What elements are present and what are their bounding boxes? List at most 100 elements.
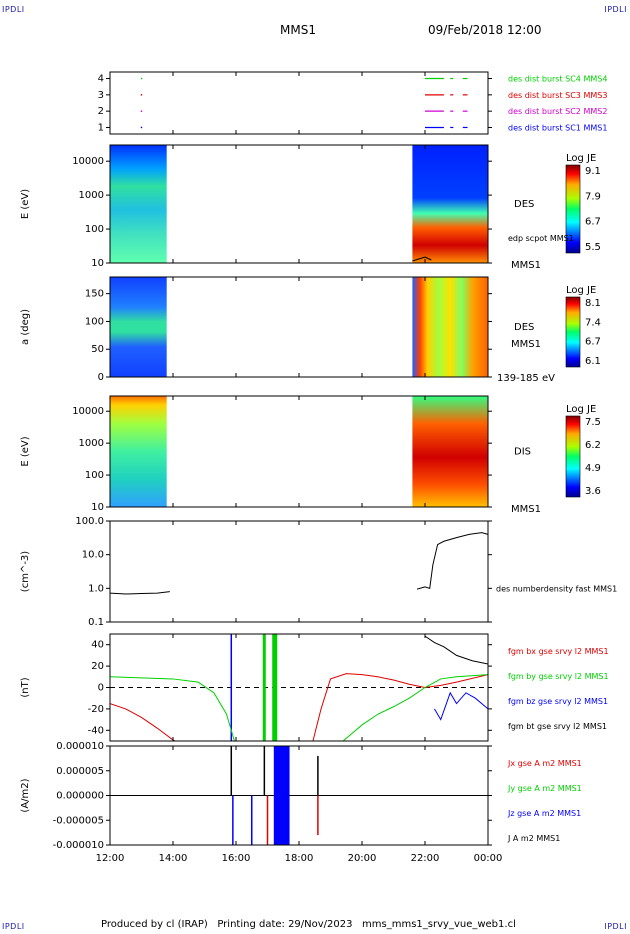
burst-dot-0 <box>140 126 143 129</box>
pitch-angle-energy-range: 139-185 eV <box>497 373 555 384</box>
dis-energy-heat-left <box>110 396 167 507</box>
density-ytick-label-3: 100.0 <box>75 516 104 527</box>
des-energy-colorbar-tick-1: 7.9 <box>585 191 601 202</box>
dis-energy-colorbar-title: Log JE <box>566 404 596 415</box>
corner-tag-top-left: IPDLI <box>2 5 25 14</box>
bfield-legend-0: fgm bx gse srvy l2 MMS1 <box>508 647 609 656</box>
current-density-ylabel: (A/m2) <box>20 778 31 812</box>
xaxis-tick-label-0: 12:00 <box>96 853 125 864</box>
magnetic-field-ytick-label-1: -20 <box>88 704 104 715</box>
des-pitch-angle-colorbar-tick-3: 6.1 <box>585 356 601 367</box>
current-burst-block <box>273 746 290 845</box>
data-spike-green-2 <box>272 634 278 741</box>
des-energy-colorbar-tick-3: 5.5 <box>585 242 601 253</box>
figure-title: MMS1 <box>280 23 316 37</box>
burst-legend-3: des dist burst SC4 MMS4 <box>508 75 607 84</box>
burst-dot-3 <box>140 77 143 80</box>
current-density-ytick-label-4: 0.000010 <box>56 741 104 752</box>
bfield-trace-1 <box>110 674 488 741</box>
des-pitch-angle-ytick-label-1: 50 <box>91 344 104 355</box>
des-energy-ytick-label-0: 10 <box>91 258 104 269</box>
dis-energy-ylabel: E (eV) <box>20 436 31 466</box>
current-density-ytick-label-2: 0.000000 <box>56 791 104 802</box>
corner-tag-top-right: IPDLI <box>604 5 627 14</box>
burst-dot-2 <box>140 94 143 96</box>
des-pitch-angle-ytick-label-3: 150 <box>85 289 104 300</box>
magnetic-field-ytick-label-0: -40 <box>88 725 104 736</box>
burst-panel-ytick-label-2: 3 <box>98 90 104 101</box>
corner-tag-bottom-right: IPDLI <box>604 922 627 931</box>
current-legend-0: Jx gse A m2 MMS1 <box>507 759 582 768</box>
des-pitch-angle-heat-left <box>110 277 167 377</box>
dis-energy-ytick-label-3: 10000 <box>72 406 104 417</box>
magnetic-field-ytick-label-3: 20 <box>91 661 104 672</box>
bfield-trace-0 <box>110 673 488 741</box>
burst-legend-0: des dist burst SC1 MMS1 <box>508 123 607 132</box>
density-ytick-label-0: 0.1 <box>88 617 104 628</box>
corner-tag-bottom-left: IPDLI <box>2 922 25 931</box>
density-trace-late <box>416 532 489 590</box>
des-energy-colorbar-tick-0: 9.1 <box>585 166 601 177</box>
bfield-trace-2 <box>434 691 488 721</box>
des-pitch-angle-ytick-label-2: 100 <box>85 316 104 327</box>
xaxis-tick-label-6: 00:00 <box>474 853 503 864</box>
xaxis-tick-label-5: 22:00 <box>411 853 440 864</box>
des-pitch-angle-heat-right <box>412 277 488 377</box>
xaxis-tick-label-2: 16:00 <box>222 853 251 864</box>
density-ytick-label-1: 1.0 <box>88 583 104 594</box>
des-energy-colorbar-tick-2: 6.7 <box>585 217 601 228</box>
des-pitch-angle-ylabel: a (deg) <box>20 309 31 345</box>
xaxis-tick-label-1: 14:00 <box>159 853 188 864</box>
burst-panel-ytick-label-1: 2 <box>98 106 104 117</box>
des-energy-instrument-label: DES <box>514 199 534 210</box>
xaxis-tick-label-4: 20:00 <box>348 853 377 864</box>
burst-dot-1 <box>140 110 143 112</box>
density-ytick-label-2: 10.0 <box>82 550 104 561</box>
des-pitch-angle-colorbar <box>565 296 581 368</box>
burst-panel-frame <box>109 71 489 135</box>
dis-energy-ytick-label-2: 1000 <box>79 438 104 449</box>
burst-legend-2: des dist burst SC3 MMS3 <box>508 91 607 100</box>
des-energy-colorbar <box>565 164 581 254</box>
magnetic-field-ytick-label-4: 40 <box>91 640 104 651</box>
des-energy-ytick-label-1: 100 <box>85 224 104 235</box>
dis-energy-colorbar <box>565 415 581 498</box>
des-energy-heat-right <box>412 145 488 263</box>
des-pitch-angle-colorbar-tick-2: 6.7 <box>585 337 601 348</box>
burst-legend-1: des dist burst SC2 MMS2 <box>508 107 607 116</box>
current-legend-1: Jy gse A m2 MMS1 <box>507 784 582 793</box>
density-ylabel: (cm^-3) <box>20 551 31 592</box>
current-density-ytick-label-3: 0.000005 <box>56 766 104 777</box>
bfield-legend-2: fgm bz gse srvy l2 MMS1 <box>508 697 608 706</box>
density-legend: des numberdensity fast MMS1 <box>496 585 617 594</box>
density-frame <box>109 520 489 623</box>
figure-datetime: 09/Feb/2018 12:00 <box>428 23 542 37</box>
dis-energy-ytick-label-0: 10 <box>91 502 104 513</box>
figure-footer: Produced by cl (IRAP) Printing date: 29/… <box>101 919 516 930</box>
burst-panel-ytick-label-3: 4 <box>98 74 104 85</box>
dis-energy-spacecraft-label: MMS1 <box>511 504 541 515</box>
dis-energy-colorbar-tick-0: 7.5 <box>585 417 601 428</box>
magnetic-field-ylabel: (nT) <box>20 677 31 697</box>
des-energy-spacecraft-label: MMS1 <box>511 260 541 271</box>
dis-energy-ytick-label-1: 100 <box>85 470 104 481</box>
xaxis-tick-label-3: 18:00 <box>285 853 314 864</box>
dis-energy-heat-right <box>412 396 488 507</box>
dis-energy-instrument-label: DIS <box>514 447 531 458</box>
des-pitch-angle-spacecraft-label: MMS1 <box>511 339 541 350</box>
des-energy-ytick-label-3: 10000 <box>72 156 104 167</box>
current-density-ytick-label-0: -0.000010 <box>53 840 104 851</box>
current-density-ytick-label-1: -0.000005 <box>53 815 104 826</box>
magnetic-field-ytick-label-2: 0 <box>98 683 104 694</box>
dis-energy-colorbar-tick-3: 3.6 <box>585 486 601 497</box>
des-pitch-angle-ytick-label-0: 0 <box>98 372 104 383</box>
dis-energy-colorbar-tick-1: 6.2 <box>585 440 601 451</box>
density-trace-early <box>109 591 170 595</box>
des-energy-colorbar-title: Log JE <box>566 153 596 164</box>
burst-panel-ytick-label-0: 1 <box>98 122 104 133</box>
bfield-trace-3 <box>424 635 488 665</box>
des-pitch-angle-colorbar-tick-1: 7.4 <box>585 317 601 328</box>
dis-energy-colorbar-tick-2: 4.9 <box>585 463 601 474</box>
des-pitch-angle-instrument-label: DES <box>514 322 534 333</box>
